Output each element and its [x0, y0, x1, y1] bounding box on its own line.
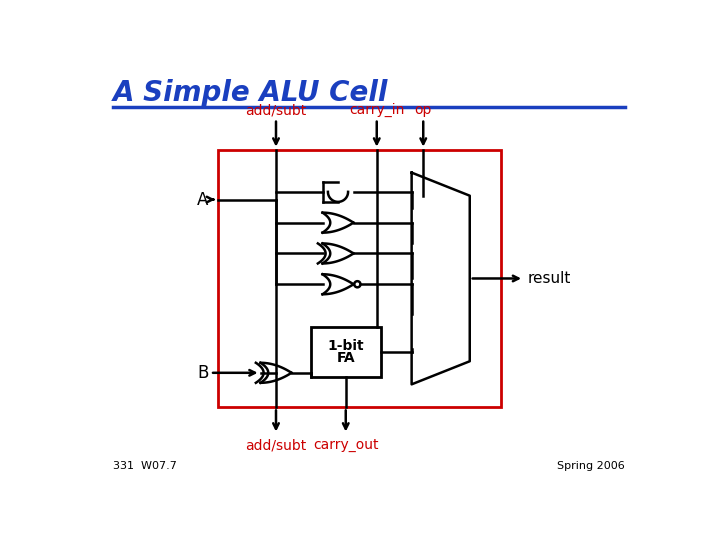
Text: op: op: [415, 103, 432, 117]
Text: result: result: [528, 271, 571, 286]
Text: B: B: [197, 364, 209, 382]
Text: Spring 2006: Spring 2006: [557, 461, 625, 471]
Text: A Simple ALU Cell: A Simple ALU Cell: [113, 79, 389, 107]
Text: add/subt: add/subt: [246, 438, 307, 453]
Bar: [311, 327, 381, 377]
Text: carry_out: carry_out: [313, 438, 379, 453]
Text: add/subt: add/subt: [246, 103, 307, 117]
Text: FA: FA: [336, 351, 355, 365]
Bar: [218, 150, 500, 408]
Text: 1-bit: 1-bit: [328, 339, 364, 353]
Text: A: A: [197, 191, 209, 208]
Text: carry_in: carry_in: [349, 103, 405, 117]
Text: 331  W07.7: 331 W07.7: [113, 461, 177, 471]
